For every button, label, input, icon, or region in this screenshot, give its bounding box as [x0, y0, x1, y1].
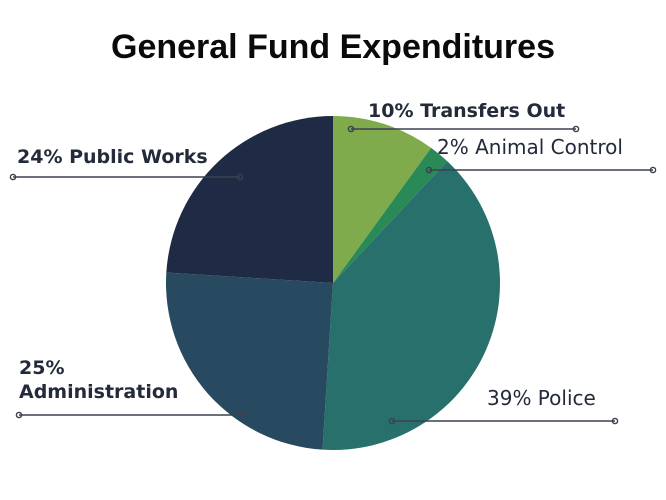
- leader-endpoint-dot: [388, 417, 396, 425]
- leader-endpoint-dot: [239, 411, 247, 419]
- label-police: 39% Police: [487, 386, 596, 410]
- leader-endpoint-dot: [649, 166, 657, 174]
- leader-lines: [9, 125, 657, 425]
- leader-endpoint-dot: [15, 411, 23, 419]
- pie-slices: [165, 116, 500, 450]
- leader-endpoint-dot: [236, 173, 244, 181]
- chart-title: General Fund Expenditures: [111, 28, 555, 66]
- pie-slice-police: [322, 161, 500, 450]
- label-administration-name: Administration: [19, 381, 179, 403]
- leader-endpoint-dot: [347, 125, 355, 133]
- pie-slice-public-works: [166, 116, 333, 283]
- pie-slice-animal-control: [333, 147, 448, 283]
- leader-endpoint-dot: [425, 166, 433, 174]
- label-transfers-out: 10% Transfers Out: [368, 100, 566, 122]
- leader-endpoint-dot: [572, 125, 580, 133]
- leader-endpoint-dot: [611, 417, 619, 425]
- label-animal-control: 2% Animal Control: [437, 135, 623, 159]
- pie-slice-administration: [165, 272, 333, 450]
- label-public-works: 24% Public Works: [17, 146, 208, 168]
- pie-slice-transfers-out: [333, 116, 432, 283]
- label-administration-pct: 25%: [19, 357, 65, 379]
- leader-endpoint-dot: [9, 173, 17, 181]
